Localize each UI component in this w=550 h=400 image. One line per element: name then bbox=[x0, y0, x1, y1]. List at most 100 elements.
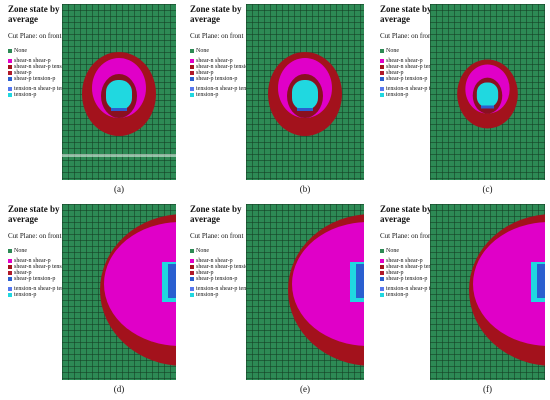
legend-item-label: tension-p bbox=[14, 92, 37, 98]
legend-swatch bbox=[380, 277, 384, 281]
legend-swatch bbox=[380, 287, 384, 291]
mesh-artifact bbox=[62, 154, 176, 157]
legend-item-label: None bbox=[14, 48, 27, 54]
zone-state-plot bbox=[62, 204, 176, 380]
legend-item-label: tension-n shear-p tension-p bbox=[386, 86, 452, 92]
legend-item-label: tension-p bbox=[386, 92, 409, 98]
legend-swatch bbox=[8, 49, 12, 53]
legend-item-label: tension-p bbox=[196, 292, 219, 298]
legend-swatch bbox=[8, 271, 12, 275]
tunnel-opening bbox=[106, 80, 132, 110]
legend-swatch bbox=[380, 259, 384, 263]
legend-item-label: shear-n shear-p tension-p bbox=[196, 64, 257, 70]
legend-swatch bbox=[8, 77, 12, 81]
legend-swatch bbox=[190, 259, 194, 263]
legend-item-label: None bbox=[196, 48, 209, 54]
legend-title: Zone state by average bbox=[380, 204, 432, 224]
legend-item-label: tension-n shear-p tension-p bbox=[386, 286, 452, 292]
legend-title: Zone state by average bbox=[8, 4, 60, 24]
tension-zone bbox=[356, 264, 364, 298]
legend-swatch bbox=[8, 59, 12, 63]
legend-item-label: shear-n shear-p tension-p bbox=[14, 64, 75, 70]
legend-swatch bbox=[380, 71, 384, 75]
damage-zone-shear bbox=[292, 222, 364, 346]
legend-title: Zone state by average bbox=[190, 204, 242, 224]
legend-swatch bbox=[8, 277, 12, 281]
legend-swatch bbox=[380, 65, 384, 69]
legend-swatch bbox=[8, 249, 12, 253]
legend-swatch bbox=[8, 93, 12, 97]
zone-state-plot bbox=[246, 4, 364, 180]
legend-item-label: shear-n shear-p bbox=[196, 258, 233, 264]
panel-caption: (a) bbox=[114, 184, 124, 194]
legend-swatch bbox=[190, 249, 194, 253]
tunnel-opening bbox=[476, 82, 499, 108]
legend-item-label: shear-p tension-p bbox=[386, 276, 428, 282]
zone-state-plot bbox=[430, 204, 545, 380]
legend-item-label: tension-p bbox=[196, 92, 219, 98]
legend-swatch bbox=[8, 287, 12, 291]
legend-item-label: shear-p tension-p bbox=[14, 76, 56, 82]
legend-swatch bbox=[190, 93, 194, 97]
legend-item-label: shear-p tension-p bbox=[14, 276, 56, 282]
tunnel-opening bbox=[292, 80, 318, 110]
legend-item-label: shear-n shear-p bbox=[386, 58, 423, 64]
legend-item-label: tension-n shear-p tension-p bbox=[196, 86, 262, 92]
legend-item-label: None bbox=[386, 248, 399, 254]
legend-item-label: tension-n shear-p tension-p bbox=[14, 286, 80, 292]
zone-overlay bbox=[469, 214, 545, 366]
legend-item-label: tension-n shear-p tension-p bbox=[196, 286, 262, 292]
legend-swatch bbox=[380, 49, 384, 53]
legend-item-label: shear-p bbox=[14, 70, 32, 76]
panel-caption: (d) bbox=[113, 384, 125, 394]
legend-item-label: None bbox=[196, 248, 209, 254]
legend-swatch bbox=[190, 287, 194, 291]
legend-item-label: shear-p bbox=[196, 70, 214, 76]
legend-item-label: shear-p bbox=[386, 270, 404, 276]
legend-swatch bbox=[380, 271, 384, 275]
legend-item-label: shear-n shear-p tension-p bbox=[386, 64, 447, 70]
legend-swatch bbox=[380, 93, 384, 97]
legend-item-label: shear-p bbox=[14, 270, 32, 276]
damage-zone-shear bbox=[473, 222, 545, 346]
panel-caption: (f) bbox=[483, 384, 492, 394]
cut-plane-label: Cut Plane: on front bbox=[380, 232, 434, 240]
legend-swatch bbox=[190, 49, 194, 53]
legend-swatch bbox=[190, 265, 194, 269]
legend-item-label: shear-n shear-p tension-p bbox=[386, 264, 447, 270]
cut-plane-label: Cut Plane: on front bbox=[190, 32, 244, 40]
legend-swatch bbox=[8, 265, 12, 269]
cut-plane-label: Cut Plane: on front bbox=[8, 232, 62, 240]
legend-swatch bbox=[190, 77, 194, 81]
legend-item-label: None bbox=[386, 48, 399, 54]
legend-swatch bbox=[8, 259, 12, 263]
legend-swatch bbox=[190, 87, 194, 91]
zone-overlay bbox=[100, 214, 176, 366]
tension-zone bbox=[297, 108, 313, 111]
legend-swatch bbox=[380, 249, 384, 253]
panel-caption: (e) bbox=[300, 384, 310, 394]
legend-item-label: shear-p bbox=[196, 270, 214, 276]
zone-overlay bbox=[288, 214, 364, 366]
zone-state-plot bbox=[246, 204, 364, 380]
legend-title: Zone state by average bbox=[380, 4, 432, 24]
cut-plane-label: Cut Plane: on front bbox=[190, 232, 244, 240]
legend-swatch bbox=[380, 77, 384, 81]
legend-swatch bbox=[8, 87, 12, 91]
panel-caption: (c) bbox=[482, 184, 493, 194]
legend-item-label: shear-p bbox=[386, 70, 404, 76]
legend-item-label: tension-p bbox=[14, 292, 37, 298]
legend-swatch bbox=[380, 265, 384, 269]
tension-zone bbox=[537, 264, 545, 298]
legend-item-label: shear-n shear-p bbox=[196, 58, 233, 64]
tension-zone bbox=[480, 105, 495, 109]
legend-swatch bbox=[190, 271, 194, 275]
legend-swatch bbox=[190, 293, 194, 297]
legend-item-label: tension-p bbox=[386, 292, 409, 298]
cut-plane-label: Cut Plane: on front bbox=[380, 32, 434, 40]
legend-item-label: shear-n shear-p bbox=[14, 58, 51, 64]
legend-swatch bbox=[190, 277, 194, 281]
legend-item-label: shear-n shear-p bbox=[14, 258, 51, 264]
legend-swatch bbox=[380, 293, 384, 297]
legend-swatch bbox=[380, 87, 384, 91]
